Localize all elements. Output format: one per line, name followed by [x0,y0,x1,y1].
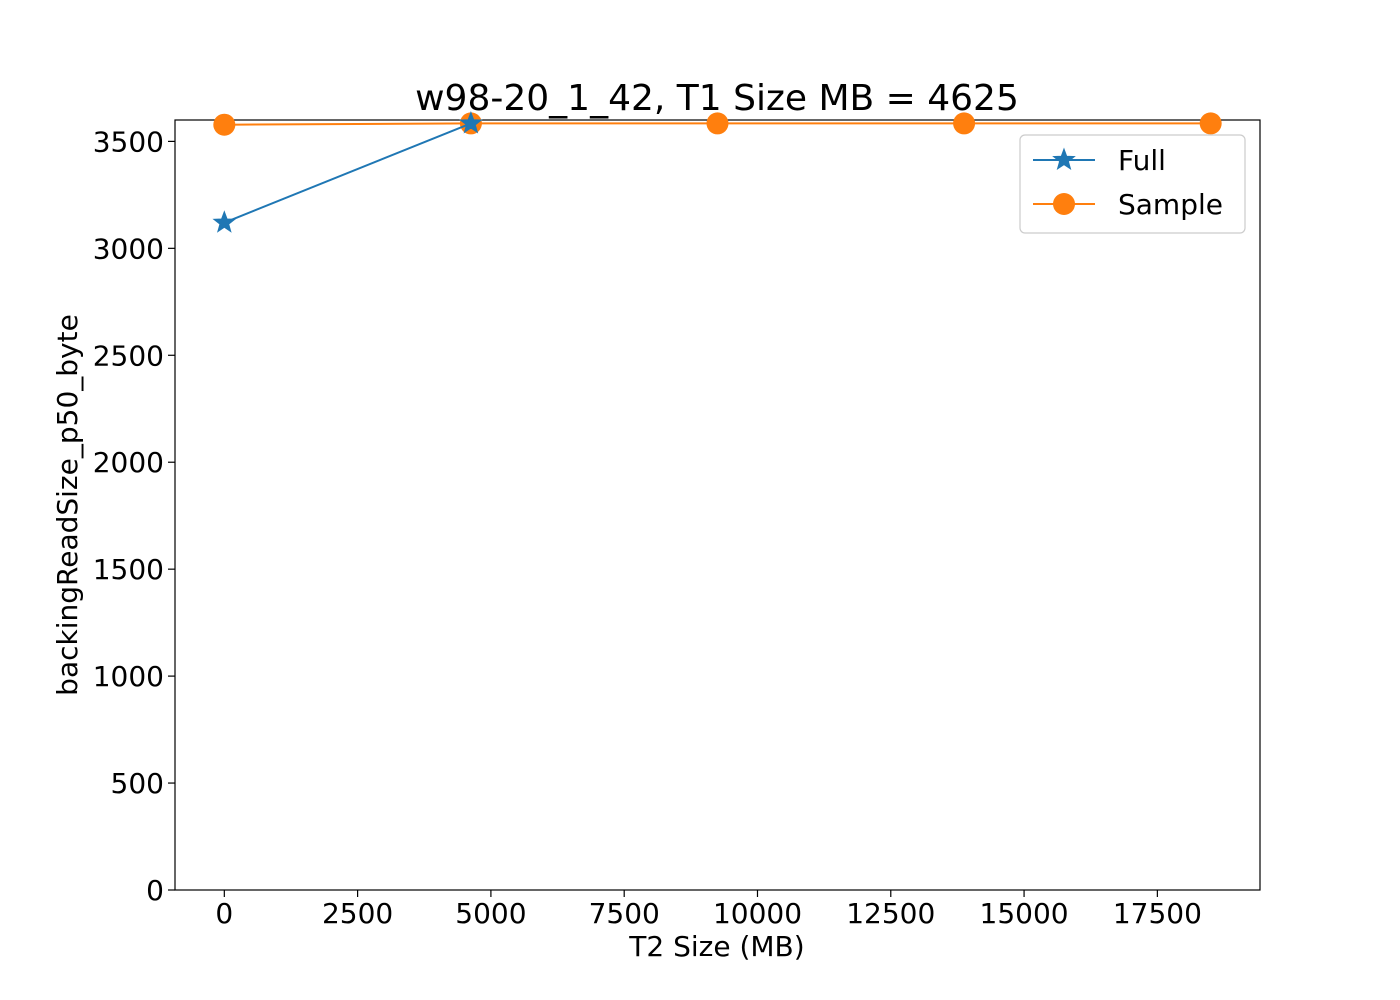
x-tick-label: 7500 [589,897,660,930]
data-point-full [212,210,237,233]
legend-label-full: Full [1118,144,1166,177]
y-tick-label: 1500 [93,553,164,586]
legend: Full Sample [1019,134,1246,234]
axis-ticks: 0 2500 5000 7500 10000 12500 15000 17500 0 500 100… [93,125,1202,930]
data-point-full [459,110,483,134]
x-tick-label: 0 [215,897,233,930]
x-tick-label: 10000 [713,897,802,930]
y-tick-label: 3000 [93,232,164,265]
y-tick-label: 3500 [93,125,164,158]
y-tick-label: 1000 [93,660,164,693]
x-tick-label: 12500 [846,897,935,930]
data-point-sample [706,112,729,135]
chart-title: w98-20_1_42, T1 Size MB = 4625 [415,78,1019,119]
x-tick-label: 5000 [455,897,526,930]
data-point-sample [1199,112,1222,135]
y-tick-label: 500 [111,767,164,800]
x-tick-label: 15000 [980,897,1069,930]
x-tick-label: 17500 [1113,897,1202,930]
legend-marker-sample [1053,193,1075,215]
y-tick-label: 2500 [93,339,164,372]
y-axis-label: backingReadSize_p50_byte [51,314,84,696]
data-point-sample [213,113,236,136]
legend-label-sample: Sample [1118,188,1223,221]
legend-marker-full [1052,147,1076,171]
x-axis-label: T2 Size (MB) [628,930,804,963]
y-tick-label: 0 [146,874,164,907]
series-layer [212,110,1222,233]
data-point-sample [953,112,976,135]
x-tick-label: 2500 [322,897,393,930]
y-tick-label: 2000 [93,446,164,479]
series-line-full [223,122,472,224]
